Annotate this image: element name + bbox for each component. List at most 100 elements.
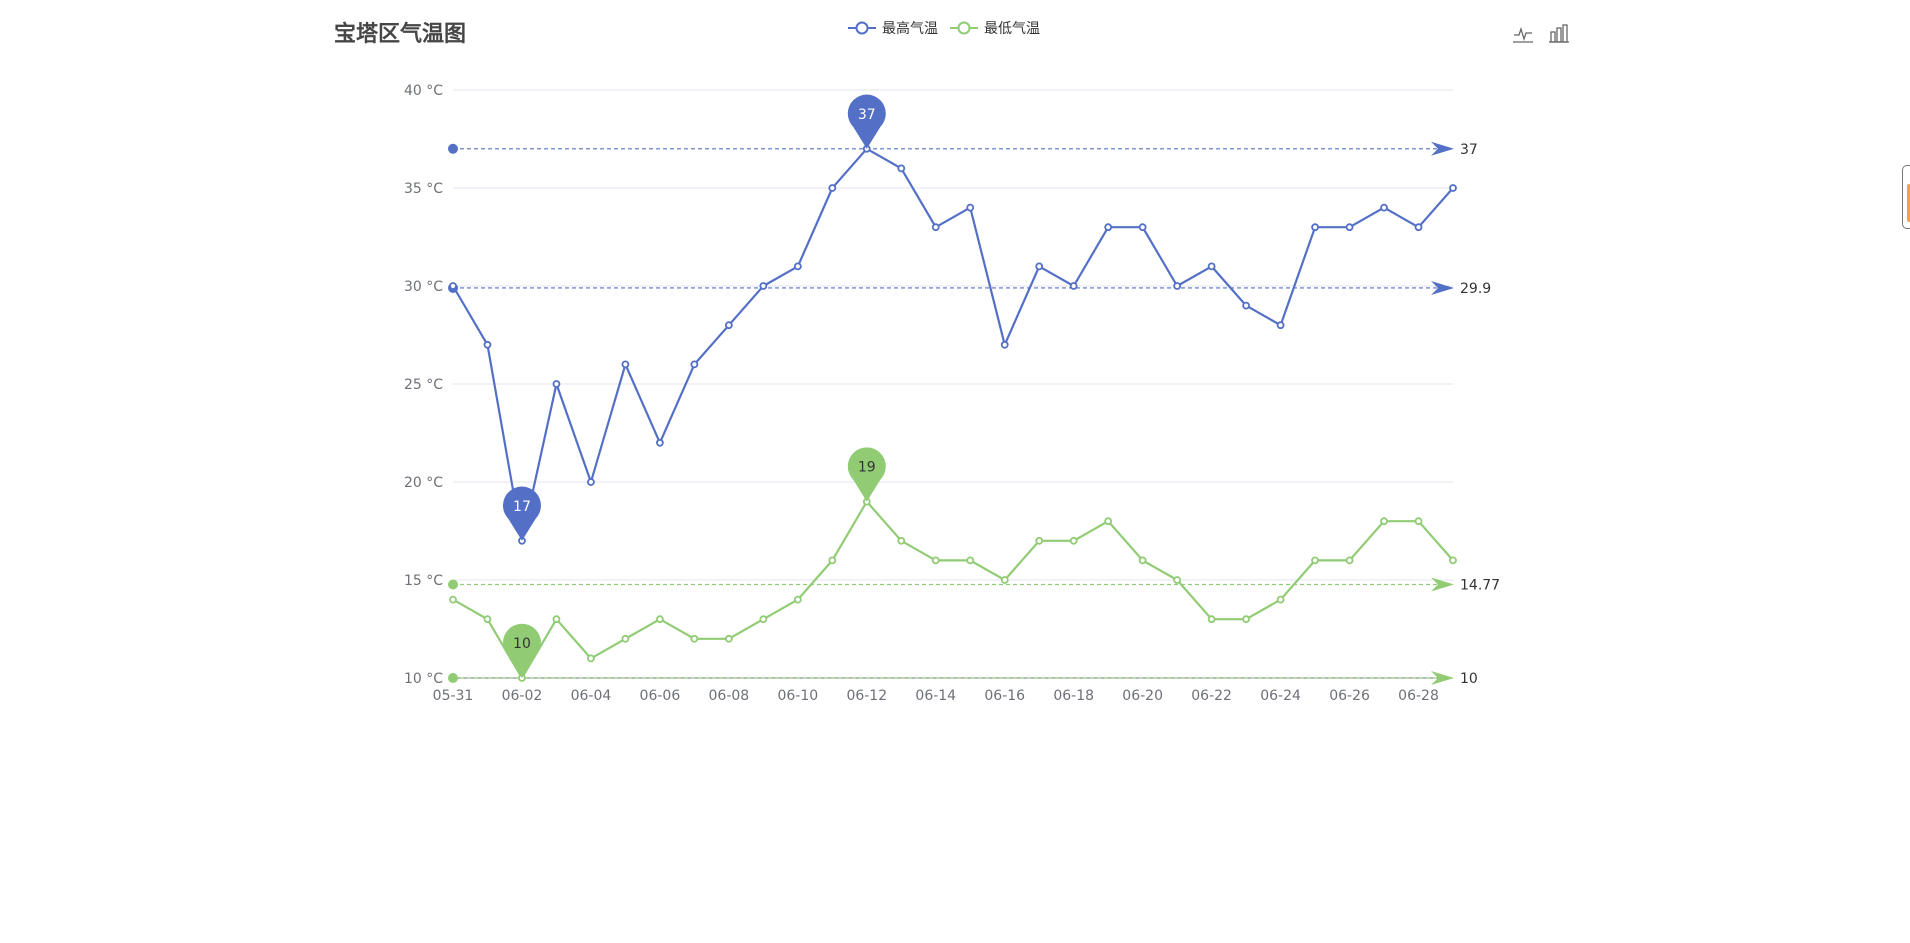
data-point bbox=[1380, 203, 1388, 212]
data-point bbox=[1345, 556, 1354, 565]
y-tick-label: 30 °C bbox=[404, 279, 443, 295]
data-point bbox=[1207, 615, 1216, 624]
data-point bbox=[1414, 223, 1423, 232]
scroll-handle[interactable] bbox=[1902, 165, 1910, 229]
mark-line-label: 14.77 bbox=[1460, 578, 1500, 594]
marker-pin-label: 37 bbox=[858, 107, 876, 123]
data-point bbox=[449, 282, 457, 290]
data-point bbox=[931, 223, 940, 232]
data-point bbox=[1035, 536, 1044, 545]
legend-line-max-icon bbox=[848, 21, 876, 35]
data-point bbox=[621, 634, 630, 643]
mark-line-arrow bbox=[1431, 141, 1454, 156]
data-point bbox=[931, 556, 940, 565]
mark-line-start-dot bbox=[448, 579, 458, 590]
legend-item-min-temp[interactable]: 最低气温 bbox=[950, 18, 1040, 38]
data-point bbox=[655, 438, 664, 447]
data-point bbox=[966, 203, 975, 212]
data-point bbox=[759, 615, 768, 624]
data-point bbox=[552, 380, 561, 388]
data-point bbox=[724, 321, 733, 330]
data-point bbox=[828, 184, 837, 192]
data-point bbox=[1242, 301, 1251, 310]
legend-line-min-icon bbox=[950, 21, 978, 35]
marker-pin bbox=[502, 486, 541, 541]
y-tick-label: 10 °C bbox=[404, 671, 443, 687]
marker-pin bbox=[502, 623, 541, 678]
marker-pin bbox=[847, 447, 886, 502]
data-point bbox=[793, 595, 802, 604]
x-tick-label: 06-12 bbox=[846, 688, 887, 704]
marker-pin-label: 17 bbox=[513, 499, 531, 515]
data-point bbox=[655, 615, 664, 624]
marker-pin-label: 10 bbox=[513, 636, 531, 652]
x-tick-label: 06-04 bbox=[571, 688, 612, 704]
mark-line-arrow bbox=[1431, 671, 1454, 685]
data-point bbox=[690, 634, 699, 643]
legend-item-max-temp[interactable]: 最高气温 bbox=[848, 18, 938, 38]
data-point bbox=[1276, 595, 1285, 604]
data-point bbox=[483, 340, 492, 349]
data-point bbox=[1414, 517, 1423, 526]
x-tick-label: 06-24 bbox=[1260, 688, 1301, 704]
y-tick-label: 25 °C bbox=[404, 377, 443, 393]
data-point bbox=[1311, 556, 1319, 565]
legend: 最高气温 最低气温 bbox=[848, 18, 1040, 38]
data-point bbox=[1173, 576, 1182, 584]
x-tick-label: 06-18 bbox=[1053, 688, 1094, 704]
chart-title: 宝塔区气温图 bbox=[334, 22, 467, 47]
scroll-handle-fill bbox=[1907, 184, 1910, 222]
mark-line-arrow bbox=[1431, 577, 1454, 592]
data-point bbox=[1069, 282, 1078, 290]
data-point bbox=[1276, 321, 1285, 330]
data-point bbox=[1138, 223, 1147, 232]
data-point bbox=[1138, 556, 1147, 565]
data-point bbox=[1207, 262, 1216, 271]
data-point bbox=[621, 360, 630, 369]
x-tick-label: 06-20 bbox=[1122, 688, 1163, 704]
marker-pin-label: 19 bbox=[858, 460, 876, 476]
series-line bbox=[452, 147, 1454, 542]
data-point bbox=[1380, 517, 1388, 526]
x-tick-label: 06-14 bbox=[915, 688, 956, 704]
x-tick-label: 06-02 bbox=[502, 688, 543, 704]
legend-label-max: 最高气温 bbox=[882, 21, 938, 37]
data-point bbox=[793, 262, 802, 271]
line-chart-icon[interactable] bbox=[1512, 22, 1534, 44]
marker-pin bbox=[847, 94, 886, 149]
data-point bbox=[1035, 262, 1044, 271]
data-point bbox=[483, 615, 492, 624]
data-point bbox=[828, 556, 837, 565]
data-point bbox=[449, 595, 457, 604]
bar-chart-icon[interactable] bbox=[1548, 22, 1570, 44]
y-tick-label: 20 °C bbox=[404, 475, 443, 491]
data-point bbox=[1069, 536, 1078, 545]
x-tick-label: 06-28 bbox=[1398, 688, 1439, 704]
data-point bbox=[587, 654, 595, 663]
mark-line-start-dot bbox=[448, 143, 458, 154]
x-tick-label: 06-08 bbox=[709, 688, 750, 704]
data-point bbox=[1449, 184, 1457, 192]
y-tick-label: 40 °C bbox=[404, 83, 443, 99]
data-point bbox=[1104, 223, 1113, 232]
data-point bbox=[759, 282, 768, 290]
series-line bbox=[452, 500, 1454, 680]
data-point bbox=[1311, 223, 1319, 232]
data-point bbox=[897, 164, 906, 173]
x-tick-label: 05-31 bbox=[433, 688, 474, 704]
data-point bbox=[1345, 223, 1354, 232]
data-point bbox=[690, 360, 699, 369]
y-tick-label: 15 °C bbox=[404, 573, 443, 589]
data-point bbox=[1449, 556, 1457, 565]
data-point bbox=[1000, 340, 1009, 349]
x-tick-label: 06-16 bbox=[984, 688, 1025, 704]
data-point bbox=[724, 634, 733, 643]
mark-line-label: 29.9 bbox=[1460, 281, 1491, 297]
x-tick-label: 06-10 bbox=[777, 688, 818, 704]
data-point bbox=[587, 478, 595, 486]
mark-line-label: 37 bbox=[1460, 142, 1478, 158]
mark-line-arrow bbox=[1431, 280, 1454, 295]
data-point bbox=[552, 615, 561, 624]
data-point bbox=[1104, 517, 1113, 526]
